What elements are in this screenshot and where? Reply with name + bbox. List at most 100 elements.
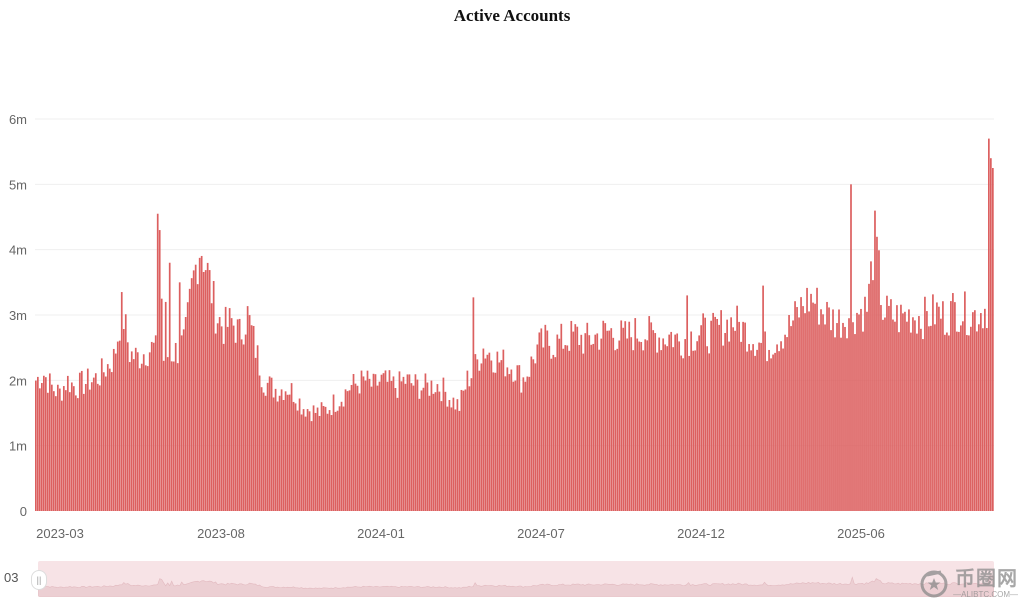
bar bbox=[388, 370, 391, 511]
bar bbox=[56, 384, 59, 511]
bar bbox=[304, 416, 307, 511]
bar bbox=[660, 350, 663, 511]
bar bbox=[314, 412, 317, 511]
bar bbox=[610, 328, 613, 511]
range-navigator[interactable] bbox=[38, 561, 994, 597]
bar bbox=[860, 308, 862, 511]
bar bbox=[96, 383, 99, 511]
bar bbox=[424, 373, 427, 511]
navigator-start-label: 03 bbox=[4, 570, 19, 585]
bar bbox=[760, 342, 762, 511]
bar bbox=[910, 332, 912, 511]
bar bbox=[368, 378, 371, 511]
bar bbox=[206, 262, 209, 511]
bar bbox=[764, 331, 766, 511]
bar bbox=[918, 316, 920, 511]
bar bbox=[250, 325, 253, 511]
y-tick-label: 2m bbox=[9, 373, 27, 388]
bar bbox=[738, 321, 740, 511]
bar bbox=[494, 372, 497, 511]
bar bbox=[106, 364, 109, 511]
bar bbox=[612, 337, 615, 511]
bar bbox=[408, 374, 411, 511]
bar bbox=[698, 335, 701, 511]
bar bbox=[810, 293, 812, 511]
bar bbox=[152, 342, 155, 511]
bar bbox=[854, 334, 856, 511]
bar bbox=[246, 306, 249, 511]
bar bbox=[920, 328, 922, 511]
bar bbox=[588, 335, 591, 511]
bar bbox=[382, 373, 385, 511]
bar bbox=[626, 338, 629, 511]
bar bbox=[346, 391, 349, 511]
bar bbox=[668, 334, 671, 511]
bar bbox=[252, 325, 255, 511]
bar bbox=[658, 337, 661, 511]
bar bbox=[362, 376, 365, 511]
bar bbox=[426, 382, 429, 511]
bar bbox=[784, 334, 786, 511]
bar bbox=[36, 376, 39, 511]
bar bbox=[262, 392, 265, 511]
bar bbox=[310, 421, 313, 511]
bar bbox=[452, 397, 455, 511]
bar bbox=[558, 338, 561, 511]
bar bbox=[640, 341, 643, 511]
bar bbox=[236, 319, 239, 511]
bar bbox=[866, 311, 868, 511]
bar bbox=[148, 352, 151, 511]
bar bbox=[796, 307, 798, 511]
bar bbox=[972, 312, 974, 511]
bar bbox=[748, 344, 750, 511]
bar bbox=[142, 354, 145, 511]
bar bbox=[652, 330, 655, 511]
navigator-left-handle[interactable]: || bbox=[31, 570, 47, 590]
bar bbox=[322, 406, 325, 511]
x-tick-label: 2023-08 bbox=[197, 526, 245, 541]
bar bbox=[742, 321, 744, 511]
bar bbox=[94, 373, 97, 511]
bar bbox=[816, 287, 818, 511]
bar bbox=[744, 322, 746, 511]
bar bbox=[132, 359, 135, 511]
bar bbox=[272, 397, 275, 511]
bar bbox=[232, 325, 235, 511]
bar bbox=[230, 318, 233, 511]
bar bbox=[126, 342, 129, 511]
bar bbox=[410, 383, 413, 511]
bar bbox=[116, 341, 119, 511]
bar bbox=[714, 316, 716, 511]
bar bbox=[664, 344, 667, 511]
bar bbox=[948, 335, 950, 511]
bar bbox=[840, 337, 842, 511]
bar bbox=[182, 329, 185, 511]
chart-title: Active Accounts bbox=[453, 6, 571, 25]
bar bbox=[48, 373, 51, 511]
bar bbox=[398, 371, 401, 511]
bar bbox=[348, 390, 351, 511]
bar bbox=[526, 376, 529, 511]
bar bbox=[122, 329, 125, 511]
bar bbox=[676, 333, 679, 511]
bar bbox=[432, 393, 435, 511]
x-tick-label: 2024-01 bbox=[357, 526, 405, 541]
bar bbox=[404, 383, 407, 511]
bar bbox=[900, 304, 902, 511]
bar bbox=[328, 410, 331, 511]
bar bbox=[514, 380, 517, 511]
bar bbox=[330, 415, 333, 511]
bar bbox=[758, 342, 760, 511]
bar bbox=[102, 372, 105, 511]
bar bbox=[912, 317, 914, 511]
bar bbox=[638, 341, 641, 511]
bar bbox=[498, 362, 501, 511]
bar bbox=[158, 230, 161, 512]
bar bbox=[828, 307, 830, 511]
bar bbox=[254, 357, 257, 511]
bar bbox=[992, 168, 994, 511]
bar bbox=[672, 347, 675, 511]
bar bbox=[124, 314, 127, 511]
bar bbox=[70, 382, 73, 511]
bar bbox=[168, 262, 171, 511]
